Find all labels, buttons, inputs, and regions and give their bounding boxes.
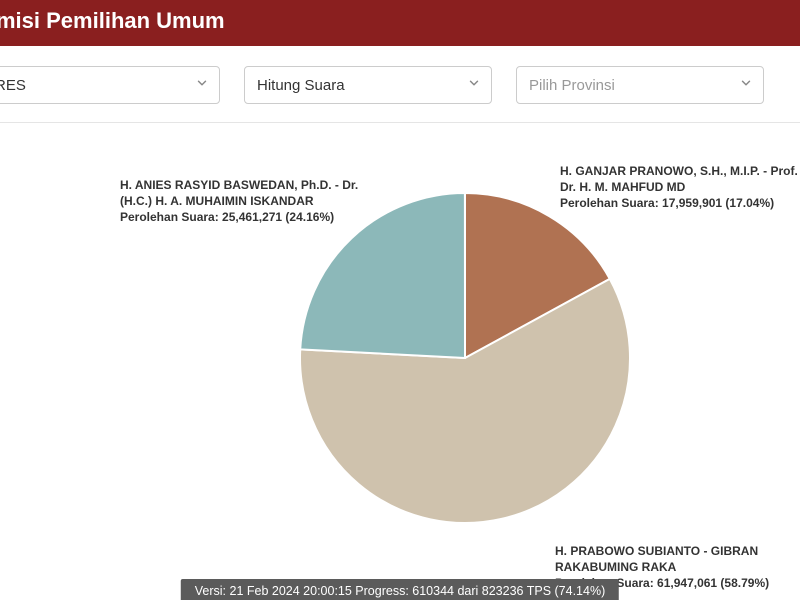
status-bar: Versi: 21 Feb 2024 20:00:15 Progress: 61… [181,579,619,600]
select-placeholder: Pilih Provinsi [529,77,615,94]
pie-slice-anies [300,193,465,358]
chevron-down-icon [195,76,209,94]
select-value: PRES [0,77,26,94]
filter-bar: PRES Hitung Suara Pilih Provinsi [0,46,800,123]
app-header: misi Pemilihan Umum [0,0,800,46]
chart-area: H. ANIES RASYID BASWEDAN, Ph.D. - Dr. (H… [0,133,800,600]
candidate-names: H. GANJAR PRANOWO, S.H., M.I.P. - Prof. … [560,163,800,195]
candidate-names: H. PRABOWO SUBIANTO - GIBRAN RAKABUMING … [555,543,800,575]
select-view-mode[interactable]: Hitung Suara [244,66,492,104]
chevron-down-icon [467,76,481,94]
app-title: misi Pemilihan Umum [0,8,225,34]
select-election-type[interactable]: PRES [0,66,220,104]
select-province[interactable]: Pilih Provinsi [516,66,764,104]
chevron-down-icon [739,76,753,94]
pie-chart [300,193,630,523]
select-value: Hitung Suara [257,77,345,94]
